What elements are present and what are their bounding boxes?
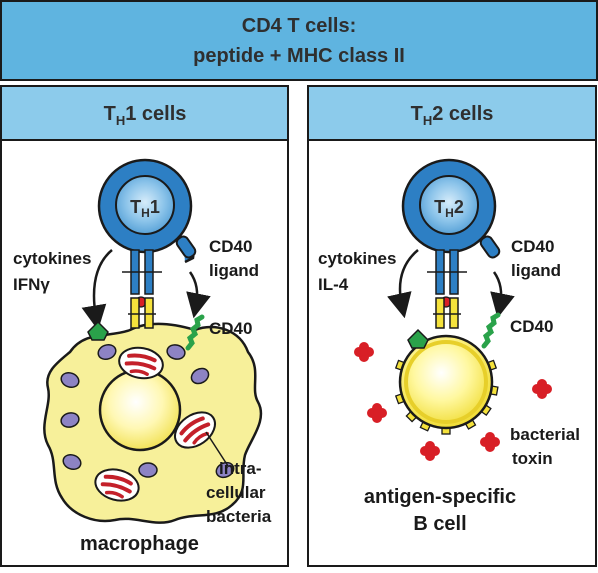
th2-cytokine-receptor [407, 328, 429, 349]
th2-cell: TH2 [401, 158, 497, 254]
toxin-label-line2: toxin [512, 449, 553, 468]
b-cell-rim [404, 340, 488, 424]
toxin-label-line1: bacterial [510, 425, 580, 444]
th2-cell-nucleus [419, 175, 479, 235]
th2-cell-label-main: T [434, 197, 445, 217]
th1-tcr-mhc-complex [122, 249, 162, 329]
th1-cytokine-receptor [87, 320, 109, 341]
panel-th1-title-sub: H [116, 113, 125, 128]
header-title-line1: CD4 T cells: [242, 15, 356, 37]
th2-cd40l-arrow [490, 271, 515, 319]
th1-cd40-label: CD40 [209, 319, 252, 338]
panel-th2-title-sub: H [423, 113, 432, 128]
th2-cd40-ligand-line2: ligand [511, 261, 561, 280]
macrophage-nucleus [98, 368, 182, 452]
bacteria-label-line2: cellular [206, 483, 266, 502]
th2-cell-label: TH2 [434, 197, 464, 220]
th1-cytokines-label: cytokines [13, 249, 91, 268]
panel-th1-title: TH1 cells [104, 103, 187, 128]
th2-cytokines-label: cytokines [318, 249, 396, 268]
panel-th2-title-rest: 2 cells [432, 103, 493, 125]
th1-cell-label-num: 1 [150, 197, 160, 217]
panel-th1-title-main: T [104, 103, 116, 125]
th1-cell-label: TH1 [130, 197, 160, 220]
bacteria-pointer-line [205, 431, 229, 467]
th2-cd40-ligand-shape [479, 235, 501, 259]
th1-cd40-molecule [185, 314, 205, 351]
b-cell-body [398, 334, 494, 430]
th1-cd40l-arrow [186, 271, 211, 319]
th1-cytokine-arrow [81, 249, 113, 331]
th1-cd40-ligand-line2: ligand [209, 261, 259, 280]
header-banner: CD4 T cells: peptide + MHC class II [0, 0, 598, 81]
macrophage-vesicles [60, 343, 235, 479]
macrophage-label: macrophage [80, 533, 199, 555]
th2-cytokine-arrow [387, 249, 419, 319]
panel-th1-title-rest: 1 cells [125, 103, 186, 125]
th1-cell-nucleus [115, 175, 175, 235]
bacteria-label-line3: bacteria [206, 507, 272, 526]
th2-cd40-label: CD40 [510, 317, 553, 336]
th2-cd40-ligand-line1: CD40 [511, 237, 554, 256]
th2-cell-label-num: 2 [454, 197, 464, 217]
th1-cell-label-sub: H [141, 206, 150, 220]
panel-th2-title-bar [307, 85, 597, 141]
th1-cd40-ligand-shape [175, 235, 197, 259]
header-background [0, 0, 598, 81]
th2-cell-label-sub: H [445, 206, 454, 220]
bacteria-label-line1: intra- [219, 459, 262, 478]
b-cell-label-line2: B cell [413, 513, 466, 535]
panel-th2-title: TH2 cells [411, 103, 494, 128]
th1-cytokine-name: IFNγ [13, 275, 50, 294]
header-title-line2: peptide + MHC class II [193, 45, 405, 67]
th2-tcr-mhc-complex [427, 249, 467, 329]
panel-th1-title-bar [0, 85, 289, 141]
th2-cd40-molecule [481, 312, 501, 349]
b-cell-label-line1: antigen-specific [364, 486, 516, 508]
th1-cd40-ligand-line1: CD40 [209, 237, 252, 256]
th1-cell-label-main: T [130, 197, 141, 217]
th2-cytokine-name: IL-4 [318, 275, 349, 294]
th1-cell: TH1 [97, 158, 193, 254]
panel-th2-title-main: T [411, 103, 423, 125]
